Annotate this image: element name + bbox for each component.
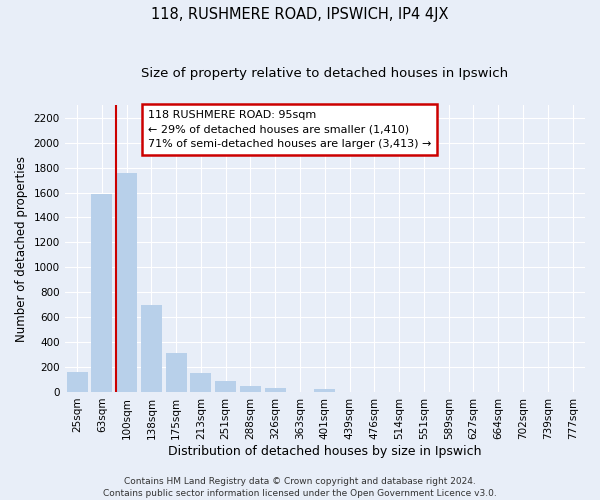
Text: 118 RUSHMERE ROAD: 95sqm
← 29% of detached houses are smaller (1,410)
71% of sem: 118 RUSHMERE ROAD: 95sqm ← 29% of detach… [148,110,431,149]
Title: Size of property relative to detached houses in Ipswich: Size of property relative to detached ho… [141,68,508,80]
Text: Contains HM Land Registry data © Crown copyright and database right 2024.
Contai: Contains HM Land Registry data © Crown c… [103,476,497,498]
Bar [314,390,335,392]
Bar [265,388,286,392]
Bar [116,172,137,392]
Bar [67,372,88,392]
Bar [166,352,187,392]
Bar [190,372,211,392]
Text: 118, RUSHMERE ROAD, IPSWICH, IP4 4JX: 118, RUSHMERE ROAD, IPSWICH, IP4 4JX [151,8,449,22]
Bar [215,382,236,392]
Y-axis label: Number of detached properties: Number of detached properties [15,156,28,342]
Bar [91,194,112,392]
Bar [240,386,261,392]
X-axis label: Distribution of detached houses by size in Ipswich: Distribution of detached houses by size … [168,444,482,458]
Bar [141,304,162,392]
